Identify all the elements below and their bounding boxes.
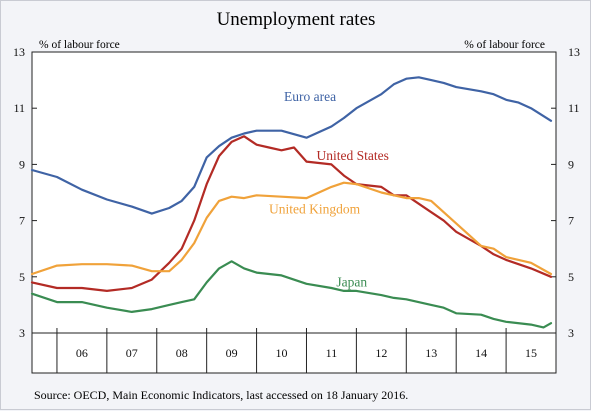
x-tick-label: 07 — [126, 346, 138, 360]
series-label-united-kingdom: United Kingdom — [269, 202, 361, 217]
y-tick-label-left: 7 — [19, 214, 25, 228]
series-label-united-states: United States — [316, 148, 388, 163]
x-tick-label: 15 — [525, 346, 537, 360]
series-label-euro-area: Euro area — [284, 89, 336, 104]
series-lines — [30, 76, 553, 329]
x-tick-label: 14 — [475, 346, 487, 360]
y-axis-label-left: % of labour force — [39, 39, 120, 51]
y-tick-label-left: 11 — [13, 101, 25, 115]
y-tick-label-right: 3 — [568, 326, 574, 340]
series-line-united-kingdom — [30, 181, 553, 276]
series-line-japan — [30, 260, 553, 329]
x-tick-label: 11 — [326, 346, 338, 360]
series-line-united-states — [30, 135, 553, 292]
y-axis-label-right: % of labour force — [464, 39, 545, 51]
x-tick-label: 10 — [276, 346, 288, 360]
series-line-euro-area — [30, 76, 553, 215]
y-tick-label-right: 9 — [568, 157, 574, 171]
x-ticks: 06 07 08 09 10 11 12 13 14 15 — [56, 328, 537, 373]
plot-area — [31, 51, 557, 334]
series-label-japan: Japan — [336, 275, 367, 290]
x-tick-label: 06 — [76, 346, 88, 360]
y-tick-label-left: 3 — [19, 326, 25, 340]
y-tick-label-right: 11 — [568, 101, 580, 115]
y-tick-label-left: 5 — [19, 270, 25, 284]
y-tick-label-right: 5 — [568, 270, 574, 284]
y-tick-label-right: 13 — [568, 45, 580, 59]
y-tick-label-left: 13 — [13, 45, 25, 59]
x-tick-label: 09 — [226, 346, 238, 360]
x-tick-label: 08 — [176, 346, 188, 360]
x-tick-label: 13 — [425, 346, 437, 360]
chart-title: Unemployment rates — [217, 9, 376, 30]
x-axis-band — [31, 332, 557, 374]
x-tick-label: 12 — [375, 346, 387, 360]
source-note: Source: OECD, Main Economic Indicators, … — [34, 388, 408, 402]
y-tick-label-left: 9 — [19, 157, 25, 171]
series-labels: Euro area United States United Kingdom Japa… — [269, 89, 389, 289]
y-tick-label-right: 7 — [568, 214, 574, 228]
